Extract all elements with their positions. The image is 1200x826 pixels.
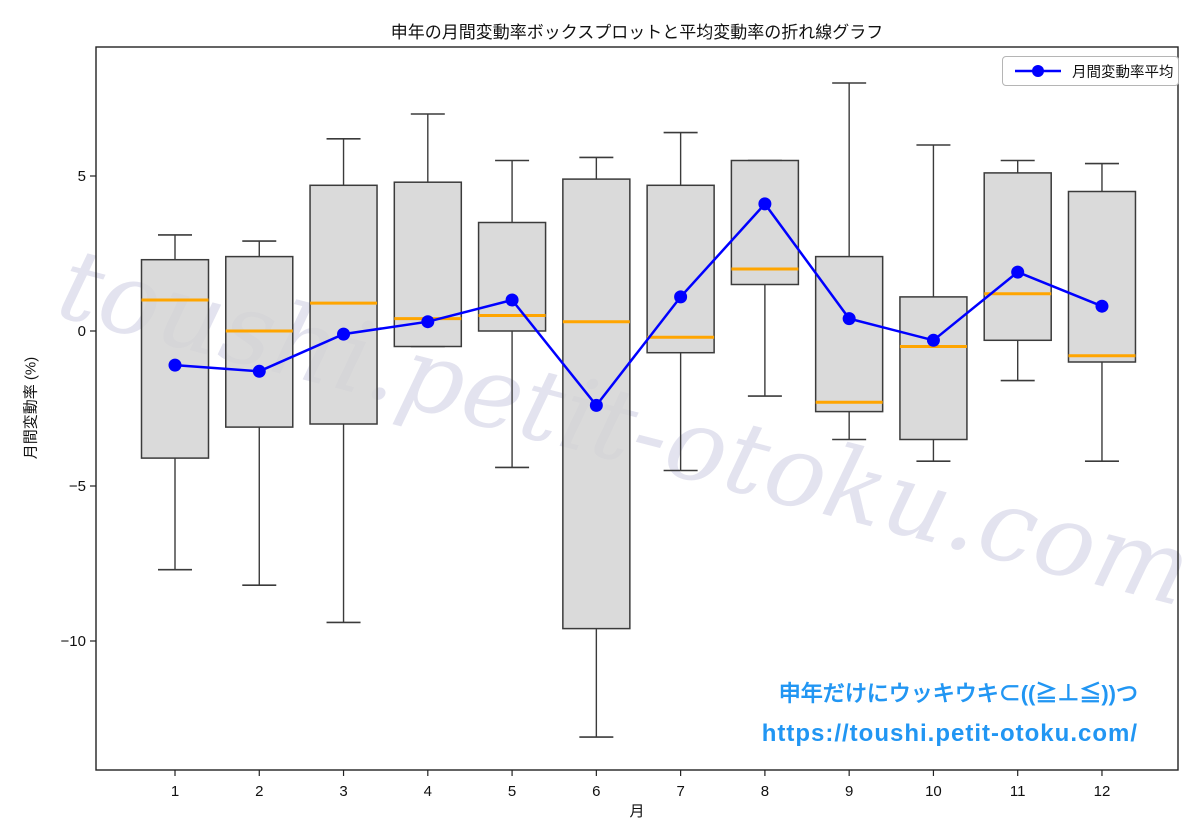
mean-point-month-1 (168, 358, 182, 372)
mean-point-month-5 (505, 293, 519, 307)
y-tick-label: −10 (61, 633, 86, 650)
x-tick-label: 4 (424, 783, 432, 800)
chart-title: 申年の月間変動率ボックスプロットと平均変動率の折れ線グラフ (390, 23, 884, 42)
x-tick-label: 3 (339, 783, 347, 800)
mean-point-month-9 (842, 312, 856, 326)
x-tick-label: 9 (845, 783, 853, 800)
legend-label: 月間変動率平均 (1072, 64, 1174, 81)
x-tick-label: 2 (255, 783, 263, 800)
mean-point-month-4 (421, 315, 435, 329)
x-tick-label: 1 (171, 783, 179, 800)
mean-line (174, 201, 1103, 408)
x-axis-label: 月 (629, 803, 645, 820)
x-tick-label: 5 (508, 783, 516, 800)
x-tick-label: 12 (1094, 783, 1111, 800)
y-tick-label: −5 (69, 478, 86, 495)
box-month-3 (309, 184, 378, 425)
y-axis-label: 月間変動率 (%) (22, 356, 40, 460)
mean-point-month-11 (1011, 265, 1025, 279)
x-tick-label: 8 (761, 783, 769, 800)
axes-frame (95, 46, 1179, 771)
box-month-8 (730, 159, 800, 286)
box-month-11 (983, 172, 1052, 342)
annotation-url: https://toushi.petit-otoku.com/ (761, 720, 1138, 747)
y-tick-label: 0 (78, 323, 86, 340)
mean-point-month-12 (1095, 299, 1109, 313)
box-month-9 (814, 255, 884, 413)
mean-point-month-10 (926, 333, 940, 347)
mean-point-month-7 (674, 290, 688, 304)
x-tick-label: 6 (592, 783, 600, 800)
box-month-2 (225, 255, 294, 428)
x-tick-label: 11 (1010, 783, 1026, 800)
box-month-12 (1067, 190, 1137, 363)
mean-point-month-2 (252, 364, 266, 378)
mean-point-month-8 (758, 197, 772, 211)
mean-point-month-6 (589, 398, 603, 412)
box-month-5 (477, 221, 547, 332)
y-tick-label: 5 (78, 168, 86, 185)
annotation-kaomoji: 申年だけにウッキウキ⊂((≧⊥≦))つ (778, 681, 1138, 706)
box-month-10 (899, 296, 968, 441)
mean-point-month-3 (337, 327, 351, 341)
legend: 月間変動率平均 (1002, 56, 1179, 86)
x-tick-label: 10 (925, 783, 942, 800)
legend-line-marker-icon (1015, 65, 1061, 77)
x-tick-label: 7 (676, 783, 684, 800)
